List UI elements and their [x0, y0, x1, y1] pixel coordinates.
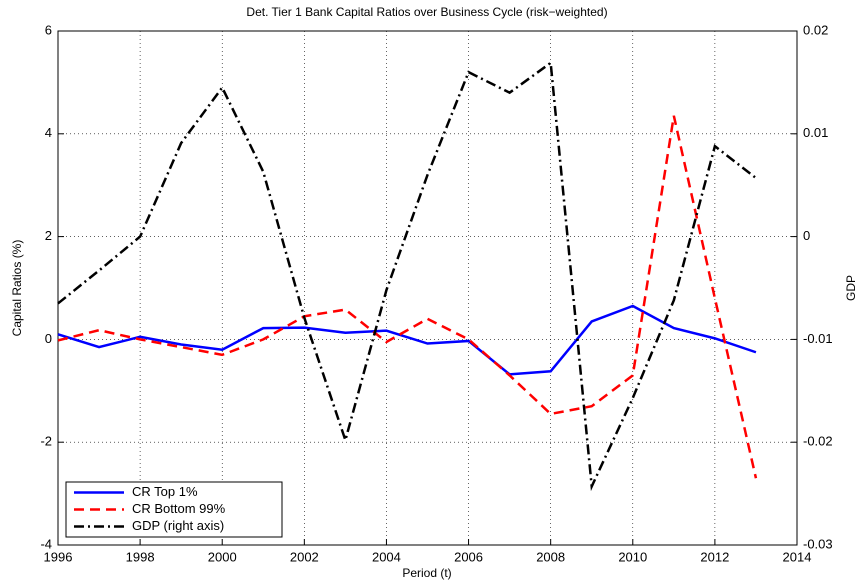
- y2-tick-label: -0.01: [803, 331, 833, 346]
- y2-tick-label: 0.01: [803, 125, 828, 140]
- x-tick-label: 2006: [454, 549, 483, 564]
- x-tick-label: 2010: [618, 549, 647, 564]
- y2-axis-label: GDP: [844, 275, 858, 301]
- y2-tick-label: 0: [803, 228, 810, 243]
- x-tick-label: 2000: [208, 549, 237, 564]
- legend-label: GDP (right axis): [132, 518, 224, 533]
- y-tick-label: -2: [40, 434, 52, 449]
- y-axis-label: Capital Ratios (%): [10, 240, 24, 337]
- x-tick-label: 2012: [700, 549, 729, 564]
- x-axis-label: Period (t): [402, 566, 451, 580]
- x-tick-label: 1998: [126, 549, 155, 564]
- y2-tick-label: -0.02: [803, 434, 833, 449]
- y2-tick-label: 0.02: [803, 22, 828, 37]
- y-tick-label: 0: [45, 331, 52, 346]
- series-line: [57, 115, 758, 479]
- y-tick-label: 4: [45, 125, 52, 140]
- series-line: [57, 60, 757, 492]
- x-tick-label: 2014: [783, 549, 812, 564]
- x-tick-label: 1996: [44, 549, 73, 564]
- chart-title: Det. Tier 1 Bank Capital Ratios over Bus…: [246, 5, 607, 19]
- y2-tick-label: -0.03: [803, 536, 833, 551]
- legend-box: [65, 481, 283, 538]
- series-line: [57, 304, 757, 376]
- x-tick-label: 2002: [290, 549, 319, 564]
- legend-label: CR Bottom 99%: [132, 501, 226, 516]
- x-tick-label: 2004: [372, 549, 401, 564]
- legend-label: CR Top 1%: [132, 484, 198, 499]
- y-tick-label: 2: [45, 228, 52, 243]
- y-tick-label: 6: [45, 22, 52, 37]
- y-tick-label: -4: [40, 536, 52, 551]
- x-tick-label: 2008: [536, 549, 565, 564]
